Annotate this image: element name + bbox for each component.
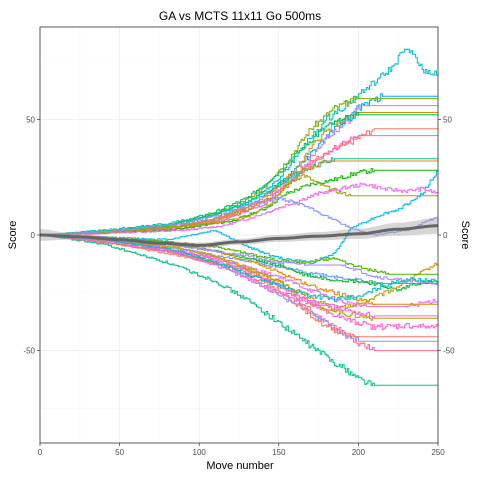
series-line-27 xyxy=(40,234,439,286)
x-axis-title: Move number xyxy=(206,460,274,472)
x-tick-label: 50 xyxy=(115,448,124,457)
y-axis-title: Score xyxy=(7,221,19,250)
y-tick-label-right: 0 xyxy=(443,231,448,240)
x-tick-label: 100 xyxy=(193,448,207,457)
chart-title: GA vs MCTS 11x11 Go 500ms xyxy=(159,9,321,23)
y-tick-label-right: 50 xyxy=(443,115,452,124)
series-line-13 xyxy=(40,182,439,236)
series-line-18 xyxy=(40,234,438,387)
smooth-trend-line xyxy=(40,224,438,247)
x-tick-label: 0 xyxy=(38,448,43,457)
y-axis-title-right: Score xyxy=(459,221,471,250)
x-tick-label: 150 xyxy=(272,448,286,457)
series-line-26 xyxy=(40,234,438,275)
y-tick-label-left: -50 xyxy=(23,347,35,356)
y-tick-label-right: -50 xyxy=(443,347,455,356)
series-line-14 xyxy=(40,173,438,236)
series-line-30 xyxy=(40,234,439,331)
y-tick-label-left: 0 xyxy=(31,231,36,240)
series-lines xyxy=(40,48,439,387)
x-tick-label: 250 xyxy=(431,448,445,457)
x-tick-label: 200 xyxy=(352,448,366,457)
y-tick-label-left: 50 xyxy=(26,115,35,124)
smooth-trend xyxy=(40,217,438,249)
axes: 0 50 100 150 200 250 -50 -50 0 0 50 50 xyxy=(23,26,455,457)
